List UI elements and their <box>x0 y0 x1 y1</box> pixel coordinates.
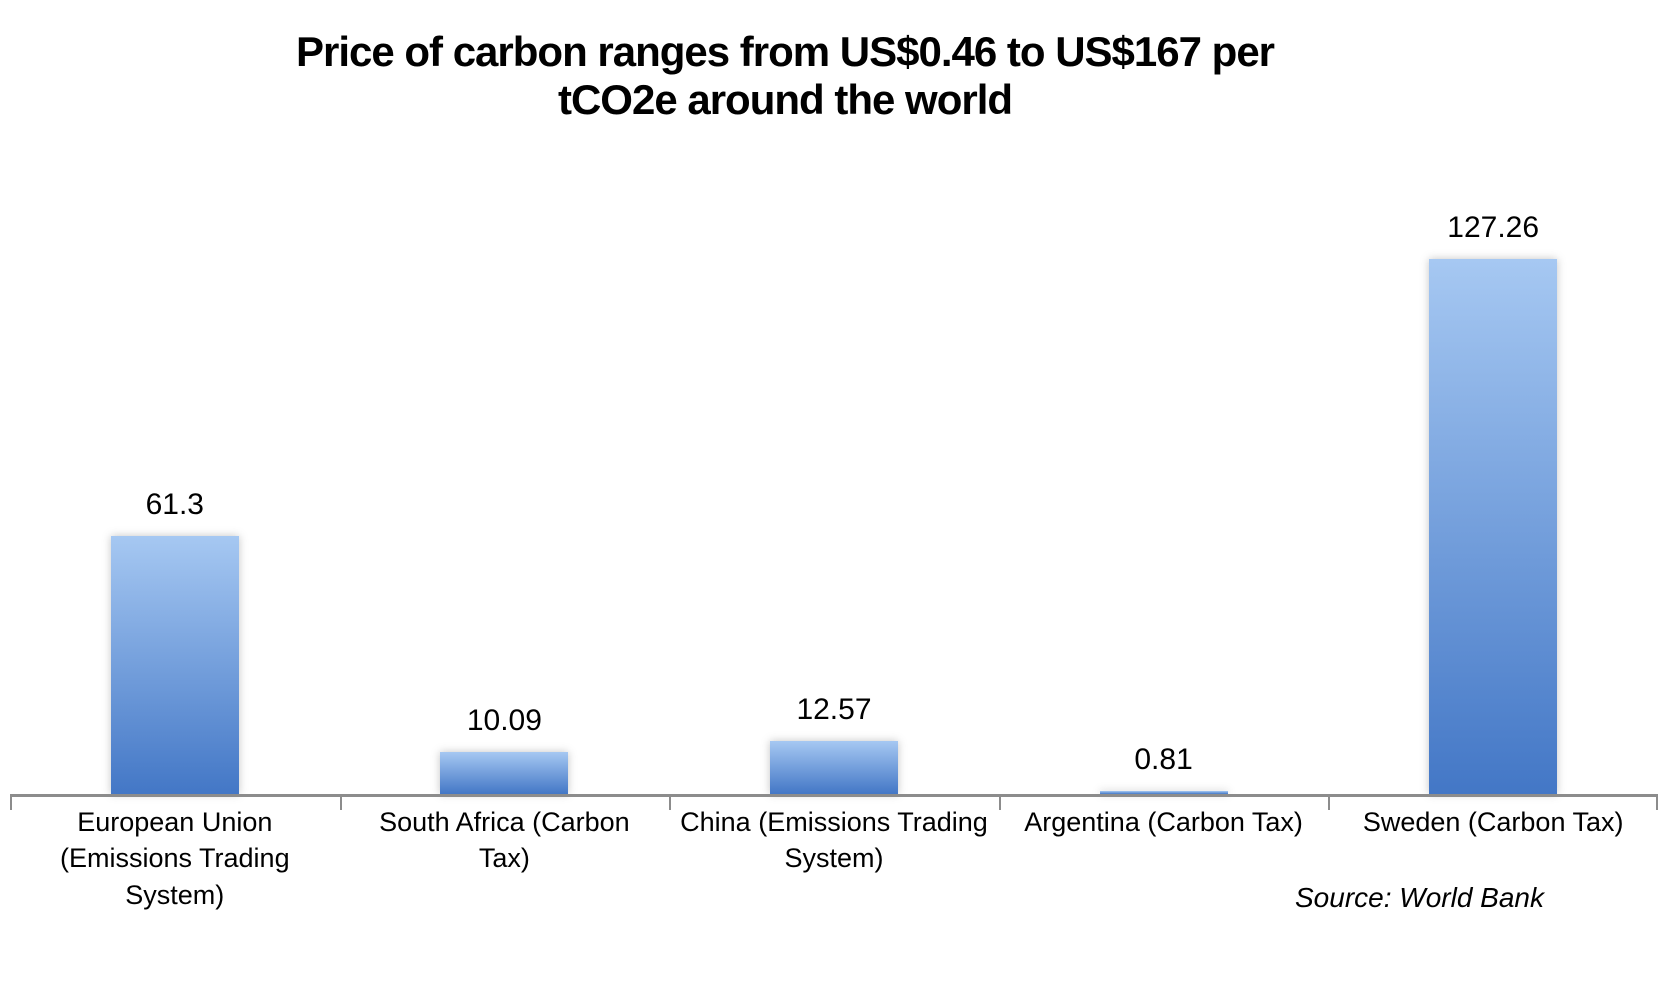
chart-column: 61.3 <box>10 163 340 794</box>
plot-area: 61.3 10.09 12.57 0.81 127.26 <box>10 163 1658 794</box>
chart-column: 127.26 <box>1328 163 1658 794</box>
bar-value-label: 0.81 <box>1134 743 1193 776</box>
category-label: South Africa (Carbon Tax) <box>379 807 630 874</box>
category-label: Argentina (Carbon Tax) <box>1024 807 1303 837</box>
bar <box>769 741 898 794</box>
category-label: European Union (Emissions Trading System… <box>60 807 290 910</box>
x-axis-ticks <box>10 797 1658 810</box>
axis-tick <box>998 797 1001 810</box>
bar-value-label: 10.09 <box>466 704 542 737</box>
axis-tick <box>10 797 12 810</box>
bar <box>110 536 239 794</box>
chart-column: 10.09 <box>340 163 670 794</box>
x-axis-line <box>10 794 1658 797</box>
chart-column: 0.81 <box>999 163 1329 794</box>
bar-value-label: 61.3 <box>145 488 204 521</box>
axis-tick <box>1656 797 1658 810</box>
category-label: China (Emissions Trading System) <box>680 807 988 874</box>
axis-tick <box>669 797 672 810</box>
chart-column: 12.57 <box>669 163 999 794</box>
bar-value-label: 127.26 <box>1447 211 1540 244</box>
axis-tick <box>1328 797 1331 810</box>
axis-tick <box>339 797 342 810</box>
category-axis: European Union (Emissions Trading System… <box>10 804 1658 913</box>
category-label: Sweden (Carbon Tax) <box>1362 807 1624 837</box>
bar <box>1429 259 1558 794</box>
bar-value-label: 12.57 <box>796 693 872 726</box>
bar <box>1099 791 1228 794</box>
source-note: Source: World Bank <box>1295 882 1544 913</box>
bar <box>440 752 569 794</box>
chart-title: Price of carbon ranges from US$0.46 to U… <box>295 28 1275 124</box>
